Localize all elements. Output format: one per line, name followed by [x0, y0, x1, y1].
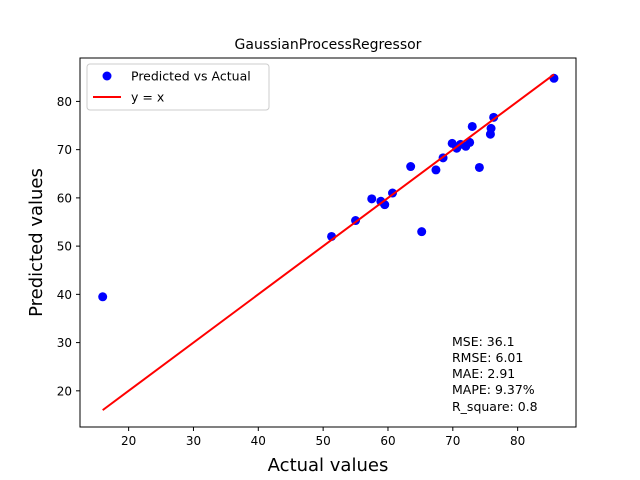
- metric-rmse: RMSE: 6.01: [452, 350, 523, 365]
- x-tick-label-40: 40: [251, 434, 266, 448]
- y-axis-label: Predicted values: [26, 168, 47, 317]
- scatter-point-8: [417, 227, 427, 237]
- legend-label-scatter: Predicted vs Actual: [131, 69, 251, 84]
- y-tick-label-40: 40: [57, 288, 72, 302]
- x-axis-label: Actual values: [268, 455, 389, 476]
- y-tick-label-20: 20: [57, 384, 72, 398]
- metric-mape: MAPE: 9.37%: [452, 382, 535, 397]
- metric-r-square: R_square: 0.8: [452, 399, 538, 414]
- y-tick-label-50: 50: [57, 240, 72, 254]
- scatter-point-15: [465, 137, 475, 147]
- x-tick-label-20: 20: [121, 434, 136, 448]
- x-tick-label-30: 30: [186, 434, 201, 448]
- x-tick-label-80: 80: [510, 434, 525, 448]
- y-tick-label-70: 70: [57, 143, 72, 157]
- scatter-point-0: [98, 292, 108, 302]
- plot-layer: [98, 73, 559, 411]
- y-tick-label-30: 30: [57, 336, 72, 350]
- legend-marker-scatter: [102, 71, 112, 81]
- identity-line: [102, 73, 555, 411]
- y-tick-label-80: 80: [57, 95, 72, 109]
- scatter-point-16: [467, 121, 477, 131]
- metrics-annotation: MSE: 36.1 RMSE: 6.01 MAE: 2.91 MAPE: 9.3…: [452, 334, 538, 414]
- ticks-layer: 20 30 40 50 60 70 80 20 30 40 50 60 70 80: [57, 95, 526, 448]
- scatter-point-17: [474, 162, 484, 172]
- x-tick-label-50: 50: [315, 434, 330, 448]
- scatter-point-19: [486, 123, 496, 133]
- y-tick-label-60: 60: [57, 191, 72, 205]
- metric-mse: MSE: 36.1: [452, 334, 515, 349]
- x-tick-label-70: 70: [445, 434, 460, 448]
- x-tick-label-60: 60: [380, 434, 395, 448]
- plot-area-frame: [79, 57, 577, 428]
- legend: Predicted vs Actual y = x: [86, 63, 270, 111]
- scatter-point-20: [489, 112, 499, 122]
- scatter-point-3: [367, 194, 377, 204]
- scatter-point-9: [431, 165, 441, 175]
- chart-title: GaussianProcessRegressor: [235, 37, 422, 53]
- metric-mae: MAE: 2.91: [452, 366, 515, 381]
- scatter-point-7: [406, 162, 416, 172]
- legend-label-line: y = x: [131, 90, 164, 105]
- legend-box: [86, 63, 270, 111]
